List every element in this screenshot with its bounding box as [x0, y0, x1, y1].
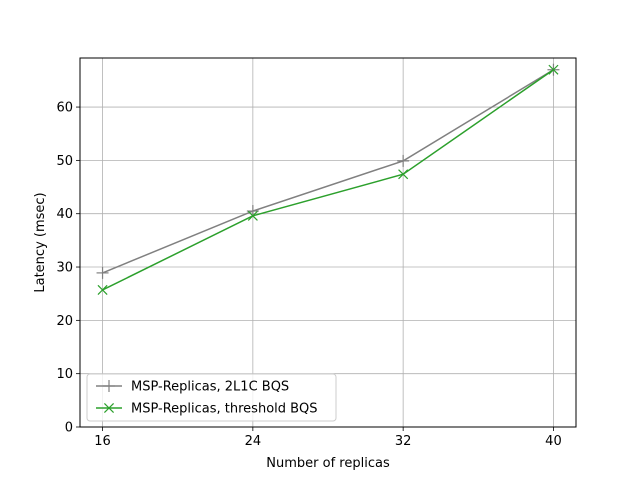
y-tick-label: 50 — [56, 154, 73, 169]
legend-marker — [103, 380, 115, 392]
series-2-point — [247, 210, 258, 221]
legend-marker — [103, 402, 115, 414]
series-line-2 — [102, 69, 554, 291]
x-tick-label: 24 — [245, 434, 262, 449]
x-axis-label: Number of replicas — [266, 456, 390, 471]
y-tick-label: 40 — [56, 207, 73, 222]
series-2-point — [548, 64, 559, 75]
y-tick-label: 0 — [65, 421, 73, 436]
plot-frame — [79, 57, 577, 428]
x-tick-label: 40 — [545, 434, 562, 449]
y-axis-label: Latency (msec) — [33, 192, 48, 292]
series-1-point — [96, 266, 109, 279]
series-1-point — [397, 154, 410, 167]
x-tick-label: 32 — [395, 434, 412, 449]
y-tick-label: 20 — [56, 314, 73, 329]
series-line-1 — [102, 69, 554, 274]
series-2-point — [97, 284, 108, 295]
y-tick-label: 60 — [56, 101, 73, 116]
y-tick-label: 30 — [56, 261, 73, 276]
legend-entry-label: MSP-Replicas, threshold BQS — [131, 402, 318, 417]
legend-box — [86, 373, 337, 422]
series-2-point — [398, 169, 409, 180]
legend-entry-label: MSP-Replicas, 2L1C BQS — [131, 380, 289, 395]
series-group — [96, 63, 560, 295]
y-tick-label: 10 — [56, 367, 73, 382]
x-tick-label: 16 — [94, 434, 111, 449]
legend: MSP-Replicas, 2L1C BQS MSP-Replicas, thre… — [86, 373, 337, 422]
ticks: 16 24 32 40 0 10 20 30 40 50 60 — [56, 101, 561, 449]
